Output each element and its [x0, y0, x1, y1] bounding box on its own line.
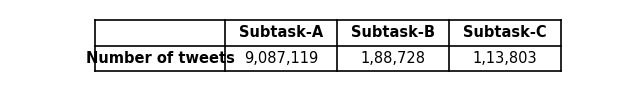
Text: Number of tweets: Number of tweets: [86, 51, 235, 66]
Text: Subtask-A: Subtask-A: [239, 25, 323, 40]
Text: 9,087,119: 9,087,119: [244, 51, 319, 66]
Text: Subtask-C: Subtask-C: [463, 25, 547, 40]
Text: 1,13,803: 1,13,803: [473, 51, 538, 66]
Text: Subtask-B: Subtask-B: [351, 25, 435, 40]
Text: 1,88,728: 1,88,728: [361, 51, 426, 66]
